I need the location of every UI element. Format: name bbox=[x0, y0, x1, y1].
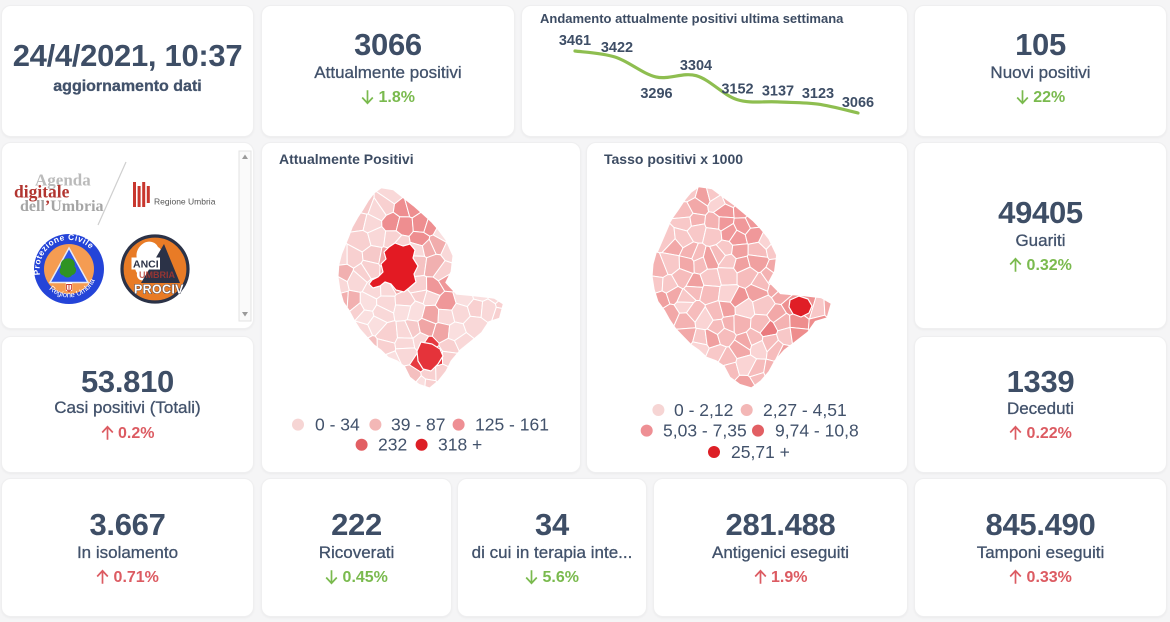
svg-text:digitale: digitale bbox=[14, 182, 70, 202]
svg-text:3123: 3123 bbox=[802, 86, 834, 102]
svg-text:3304: 3304 bbox=[680, 58, 712, 74]
svg-text:3152: 3152 bbox=[721, 82, 753, 98]
svg-text:3066: 3066 bbox=[842, 95, 874, 111]
svg-text:3296: 3296 bbox=[640, 86, 672, 102]
svg-text:UMBRIA: UMBRIA bbox=[139, 270, 175, 280]
svg-text:Regione Umbria: Regione Umbria bbox=[154, 197, 216, 207]
svg-text:Agenda: Agenda bbox=[35, 171, 91, 190]
svg-text:ANCI: ANCI bbox=[133, 259, 159, 271]
svg-text:dell’Umbria: dell’Umbria bbox=[20, 198, 104, 215]
svg-text:3461: 3461 bbox=[559, 33, 591, 49]
svg-text:3422: 3422 bbox=[601, 40, 633, 56]
svg-text:PROCIV: PROCIV bbox=[134, 283, 184, 297]
svg-text:3137: 3137 bbox=[762, 84, 794, 100]
